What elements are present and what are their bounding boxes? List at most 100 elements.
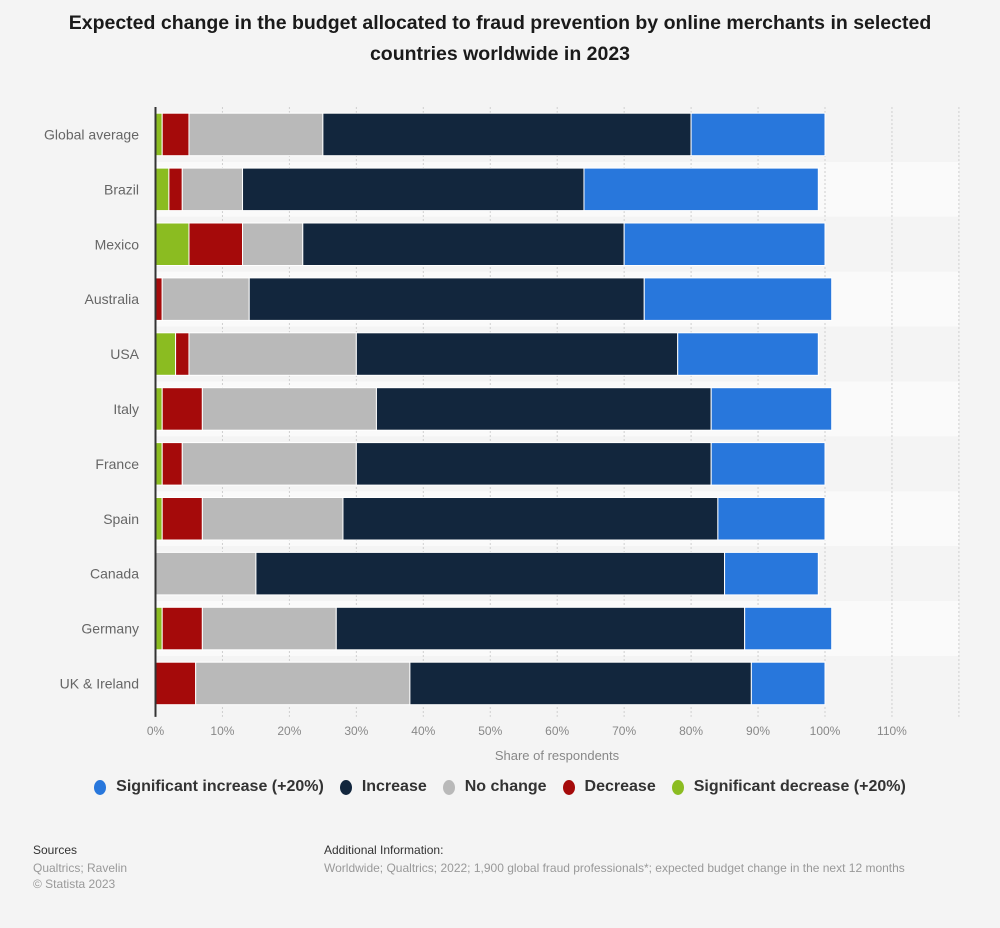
- y-tick-label: Brazil: [104, 181, 139, 197]
- bar-segment-increase[interactable]: [242, 167, 585, 212]
- x-tick-label: 40%: [411, 724, 435, 738]
- bar-segment-significant-increase[interactable]: [744, 606, 833, 651]
- x-tick-label: 10%: [210, 724, 234, 738]
- y-tick-label: France: [95, 456, 139, 472]
- bar-segment-significant-decrease[interactable]: [155, 332, 177, 376]
- bar-segment-significant-increase[interactable]: [717, 497, 826, 541]
- bar-segment-no-change[interactable]: [201, 387, 377, 431]
- bar-segment-decrease[interactable]: [161, 497, 203, 541]
- legend-label: No change: [464, 778, 547, 795]
- legend-label: Significant decrease (+20%): [693, 778, 906, 795]
- bar-segment-increase[interactable]: [322, 112, 692, 157]
- bar-segment-no-change[interactable]: [181, 167, 244, 212]
- bar-segment-increase[interactable]: [409, 661, 752, 706]
- bar-segment-no-change[interactable]: [181, 442, 357, 486]
- bar-segment-significant-decrease[interactable]: [155, 112, 163, 157]
- bar-segment-significant-increase[interactable]: [677, 332, 819, 376]
- y-tick-label: Mexico: [95, 236, 140, 252]
- bar-segment-increase[interactable]: [355, 442, 712, 486]
- legend-marker-icon: [339, 779, 352, 795]
- bar-segment-no-change[interactable]: [195, 661, 411, 706]
- x-tick-label: 100%: [810, 724, 841, 738]
- bar-segment-significant-increase[interactable]: [690, 112, 826, 157]
- bar-segment-significant-increase[interactable]: [710, 442, 826, 486]
- additional-info-block: Additional Information: Worldwide; Qualt…: [324, 843, 905, 876]
- legend-item[interactable]: Increase: [339, 778, 427, 796]
- sources-label: Sources: [33, 843, 78, 857]
- bar-segment-significant-decrease[interactable]: [155, 606, 163, 651]
- legend-label: Decrease: [584, 778, 656, 795]
- bar-segment-significant-decrease[interactable]: [155, 442, 163, 486]
- bar-segment-increase[interactable]: [255, 551, 726, 596]
- y-tick-label: UK & Ireland: [60, 675, 139, 691]
- additional-info-text: Worldwide; Qualtrics; 2022; 1,900 global…: [324, 861, 905, 875]
- y-tick-label: USA: [110, 346, 139, 362]
- bar-segment-decrease[interactable]: [161, 387, 203, 431]
- bar-segment-no-change[interactable]: [201, 606, 337, 651]
- bar-segment-significant-decrease[interactable]: [155, 167, 170, 212]
- y-tick-label: Australia: [85, 291, 140, 307]
- y-tick-label: Germany: [81, 621, 139, 637]
- bar-segment-decrease[interactable]: [188, 222, 244, 266]
- additional-info-label: Additional Information:: [324, 843, 444, 857]
- legend-item[interactable]: No change: [442, 778, 547, 796]
- bar-segment-significant-increase[interactable]: [750, 661, 826, 706]
- x-axis-title: Share of respondents: [495, 748, 620, 763]
- chart-title: Expected change in the budget allocated …: [68, 12, 932, 65]
- legend-label: Increase: [361, 778, 427, 795]
- bar-segment-increase[interactable]: [342, 497, 719, 541]
- bar-segment-decrease[interactable]: [161, 112, 190, 157]
- legend-marker-icon: [442, 779, 455, 795]
- y-tick-label: Spain: [103, 511, 139, 527]
- bar-segment-decrease[interactable]: [168, 167, 183, 212]
- legend-marker-icon: [562, 779, 575, 795]
- legend-item[interactable]: Decrease: [562, 778, 656, 796]
- bar-segment-increase[interactable]: [248, 277, 645, 321]
- x-tick-label: 60%: [545, 724, 569, 738]
- x-tick-label: 30%: [344, 724, 368, 738]
- bar-segment-significant-increase[interactable]: [724, 551, 819, 596]
- bar-segment-no-change[interactable]: [155, 551, 257, 596]
- bar-segment-increase[interactable]: [335, 606, 746, 651]
- x-tick-label: 50%: [478, 724, 502, 738]
- copyright: © Statista 2023: [33, 877, 116, 891]
- bar-segment-no-change[interactable]: [242, 222, 304, 266]
- bar-segment-no-change[interactable]: [201, 497, 344, 541]
- bar-segment-increase[interactable]: [355, 332, 679, 376]
- sources-text[interactable]: Qualtrics; Ravelin: [33, 861, 128, 875]
- y-tick-label: Italy: [113, 401, 139, 417]
- bar-segment-significant-increase[interactable]: [710, 387, 833, 431]
- legend-item[interactable]: Significant increase (+20%): [94, 778, 324, 796]
- bar-segment-significant-decrease[interactable]: [155, 387, 163, 431]
- legend-marker-icon: [671, 779, 684, 795]
- bar-segment-decrease[interactable]: [161, 606, 203, 651]
- bar-segment-decrease[interactable]: [155, 661, 197, 706]
- x-tick-label: 90%: [746, 724, 770, 738]
- bar-segment-significant-increase[interactable]: [623, 222, 826, 266]
- bar-segment-significant-increase[interactable]: [643, 277, 833, 321]
- bar-segment-no-change[interactable]: [188, 332, 357, 376]
- bar-segment-significant-decrease[interactable]: [155, 497, 163, 541]
- bar-segment-increase[interactable]: [375, 387, 712, 431]
- bar-segment-decrease[interactable]: [161, 442, 183, 486]
- x-tick-label: 20%: [277, 724, 301, 738]
- legend-label: Significant increase (+20%): [116, 778, 324, 795]
- x-tick-label: 80%: [679, 724, 703, 738]
- chart-legend: Significant increase (+20%) Increase No ch…: [0, 778, 1000, 796]
- bar-segment-no-change[interactable]: [188, 112, 324, 157]
- bar-segment-significant-decrease[interactable]: [155, 222, 190, 266]
- sources-block: Sources Qualtrics; Ravelin © Statista 20…: [33, 843, 127, 892]
- bar-segment-decrease[interactable]: [155, 277, 163, 321]
- x-tick-label: 110%: [877, 724, 907, 738]
- legend-marker-icon: [94, 779, 107, 795]
- legend-item[interactable]: Significant decrease (+20%): [671, 778, 906, 796]
- y-tick-label: Canada: [90, 566, 139, 582]
- bar-segment-significant-increase[interactable]: [583, 167, 819, 212]
- x-tick-label: 70%: [612, 724, 636, 738]
- bar-segment-decrease[interactable]: [175, 332, 190, 376]
- bar-segment-no-change[interactable]: [161, 277, 250, 321]
- x-tick-label: 0%: [147, 724, 165, 738]
- y-tick-label: Global average: [44, 126, 139, 142]
- bar-segment-increase[interactable]: [302, 222, 625, 266]
- stacked-bar-chart: Global average Brazil Mexico Australia USA It…: [44, 107, 960, 763]
